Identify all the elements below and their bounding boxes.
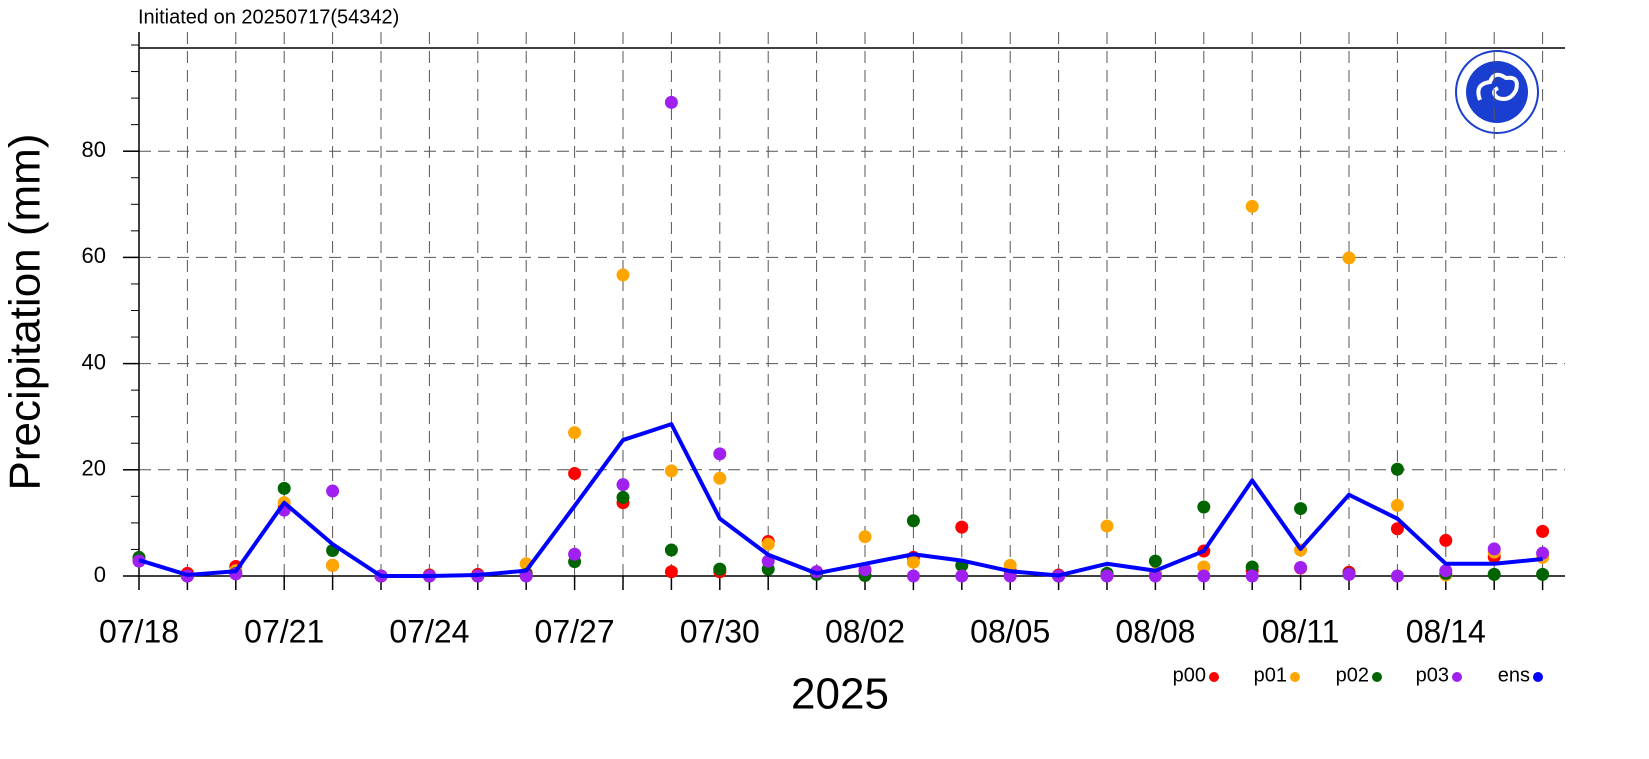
x-tick-label: 08/02 <box>825 613 905 649</box>
legend-swatch <box>1209 672 1219 682</box>
member-dot <box>664 565 678 579</box>
member-dot <box>1100 569 1114 583</box>
legend-label: p03 <box>1416 664 1449 686</box>
member-dot <box>1148 569 1162 583</box>
member-dot <box>1487 542 1501 556</box>
member-dot <box>616 490 630 504</box>
member-dot <box>664 543 678 557</box>
member-dot <box>1439 533 1453 547</box>
legend-label: p01 <box>1254 664 1287 686</box>
x-tick-label: 07/24 <box>389 613 469 649</box>
legend-swatch <box>1290 672 1300 682</box>
legend-label: ens <box>1498 664 1530 686</box>
y-tick-label: 60 <box>82 243 106 268</box>
logo-disc <box>1466 61 1528 123</box>
member-dot <box>858 530 872 544</box>
member-dot <box>1390 498 1404 512</box>
member-dot <box>1536 567 1550 581</box>
member-dot <box>761 537 775 551</box>
member-dot <box>1536 546 1550 560</box>
member-dot <box>713 471 727 485</box>
member-dot <box>955 520 969 534</box>
member-dot <box>616 478 630 492</box>
y-tick-label: 80 <box>82 137 106 162</box>
x-tick-label: 08/05 <box>970 613 1050 649</box>
x-tick-label: 07/18 <box>99 613 179 649</box>
member-dot <box>1294 561 1308 575</box>
member-dot <box>1536 524 1550 538</box>
member-dot <box>1245 569 1259 583</box>
member-dot <box>326 558 340 572</box>
x-tick-label: 08/14 <box>1406 613 1486 649</box>
chart-title: Initiated on 20250717(54342) <box>138 6 399 28</box>
legend-swatch <box>1372 672 1382 682</box>
x-tick-label: 07/27 <box>535 613 615 649</box>
member-dot <box>568 547 582 561</box>
member-dot <box>1342 567 1356 581</box>
ensemble-line <box>138 422 1543 578</box>
member-dot <box>1245 560 1259 574</box>
x-tick-label: 07/30 <box>680 613 760 649</box>
y-tick-label: 0 <box>94 562 106 587</box>
member-dot <box>1390 522 1404 536</box>
member-dot <box>326 484 340 498</box>
member-dot <box>1342 251 1356 265</box>
member-dot <box>1390 462 1404 476</box>
member-dot <box>1197 560 1211 574</box>
logo <box>1455 50 1539 134</box>
x-tick-label: 07/21 <box>244 613 324 649</box>
member-dot <box>1197 500 1211 514</box>
member-dot <box>906 569 920 583</box>
x-tick-label: 08/11 <box>1262 613 1340 649</box>
member-dot <box>568 467 582 481</box>
logo-cloud <box>1476 72 1519 101</box>
legend-label: p02 <box>1336 664 1369 686</box>
legend-label: p00 <box>1173 664 1206 686</box>
member-dot <box>1439 564 1453 578</box>
member-dot <box>1245 199 1259 213</box>
member-dot <box>955 569 969 583</box>
legend-swatch <box>1533 672 1543 682</box>
member-dot <box>906 555 920 569</box>
member-dot <box>1100 519 1114 533</box>
member-dot <box>1294 502 1308 516</box>
member-dot <box>713 447 727 461</box>
member-dot <box>616 268 630 282</box>
member-dot <box>664 464 678 478</box>
y-tick-label: 20 <box>82 456 106 481</box>
member-dot <box>713 562 727 576</box>
y-axis-label: Precipitation (mm) <box>1 134 50 491</box>
legend-swatch <box>1452 672 1462 682</box>
member-dot <box>277 481 291 495</box>
member-dot <box>1148 554 1162 568</box>
member-dot <box>1487 567 1501 581</box>
y-tick-label: 40 <box>82 349 106 374</box>
x-tick-label: 08/08 <box>1115 613 1195 649</box>
member-dot <box>1197 569 1211 583</box>
member-dot <box>568 426 582 440</box>
member-dot <box>1390 569 1404 583</box>
member-dot <box>664 95 678 109</box>
member-dot <box>906 514 920 528</box>
x-axis-label: 2025 <box>791 670 889 719</box>
